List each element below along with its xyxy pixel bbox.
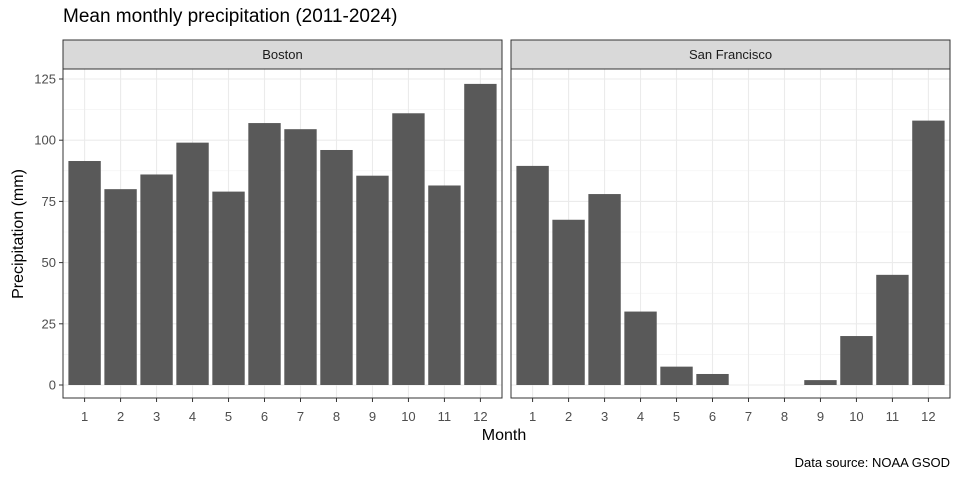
x-tick-label: 3 xyxy=(153,409,160,424)
data-source-caption: Data source: NOAA GSOD xyxy=(794,455,950,470)
bar-boston-month-9 xyxy=(356,175,389,385)
x-tick-label: 11 xyxy=(438,409,452,424)
bar-boston-month-2 xyxy=(104,189,137,385)
bar-boston-month-12 xyxy=(464,83,497,386)
x-tick-label: 11 xyxy=(886,409,900,424)
bar-boston-month-5 xyxy=(212,191,245,385)
x-tick-label: 12 xyxy=(473,409,487,424)
x-tick-label: 10 xyxy=(849,409,863,424)
bar-san-francisco-month-11 xyxy=(876,274,909,385)
x-tick-label: 9 xyxy=(817,409,824,424)
x-tick-label: 1 xyxy=(529,409,536,424)
y-tick-label: 50 xyxy=(42,255,56,270)
x-axis-label: Month xyxy=(481,427,527,444)
y-tick-label: 25 xyxy=(42,316,56,331)
x-tick-label: 12 xyxy=(921,409,935,424)
bar-san-francisco-month-1 xyxy=(516,165,549,385)
bar-san-francisco-month-9 xyxy=(804,380,837,385)
x-tick-label: 9 xyxy=(369,409,376,424)
y-tick-label: 75 xyxy=(42,194,56,209)
x-tick-label: 5 xyxy=(673,409,680,424)
bar-boston-month-8 xyxy=(320,149,353,385)
bar-san-francisco-month-4 xyxy=(624,311,657,385)
x-tick-label: 5 xyxy=(225,409,232,424)
bar-boston-month-7 xyxy=(284,129,317,385)
bar-boston-month-10 xyxy=(392,113,425,385)
y-tick-label: 125 xyxy=(34,72,56,87)
x-tick-label: 2 xyxy=(117,409,124,424)
bar-san-francisco-month-12 xyxy=(912,120,945,385)
bar-san-francisco-month-5 xyxy=(660,366,693,385)
bar-san-francisco-month-3 xyxy=(588,194,621,385)
bar-boston-month-6 xyxy=(248,123,281,386)
bar-boston-month-4 xyxy=(176,142,209,385)
y-tick-label: 0 xyxy=(49,378,56,393)
bar-san-francisco-month-2 xyxy=(552,219,585,385)
x-tick-label: 7 xyxy=(297,409,304,424)
y-axis-label: Precipitation (mm) xyxy=(10,169,27,299)
x-tick-label: 10 xyxy=(401,409,415,424)
chart-title: Mean monthly precipitation (2011-2024) xyxy=(63,6,398,27)
facet-strip-label: Boston xyxy=(262,47,302,62)
x-tick-label: 6 xyxy=(709,409,716,424)
bar-boston-month-3 xyxy=(140,174,173,385)
x-tick-label: 2 xyxy=(565,409,572,424)
x-tick-label: 4 xyxy=(637,409,644,424)
facet-strip xyxy=(510,39,951,70)
bar-san-francisco-month-6 xyxy=(696,373,729,385)
facet-strip-label: San Francisco xyxy=(689,47,772,62)
x-tick-label: 1 xyxy=(81,409,88,424)
x-tick-label: 4 xyxy=(189,409,196,424)
y-tick-label: 100 xyxy=(34,133,56,148)
bar-san-francisco-month-10 xyxy=(840,336,873,385)
x-tick-label: 8 xyxy=(781,409,788,424)
x-tick-label: 3 xyxy=(601,409,608,424)
bar-boston-month-11 xyxy=(428,185,461,385)
facet-strip xyxy=(62,39,503,70)
x-tick-label: 8 xyxy=(333,409,340,424)
bar-boston-month-1 xyxy=(68,161,101,385)
x-tick-label: 6 xyxy=(261,409,268,424)
x-tick-label: 7 xyxy=(745,409,752,424)
